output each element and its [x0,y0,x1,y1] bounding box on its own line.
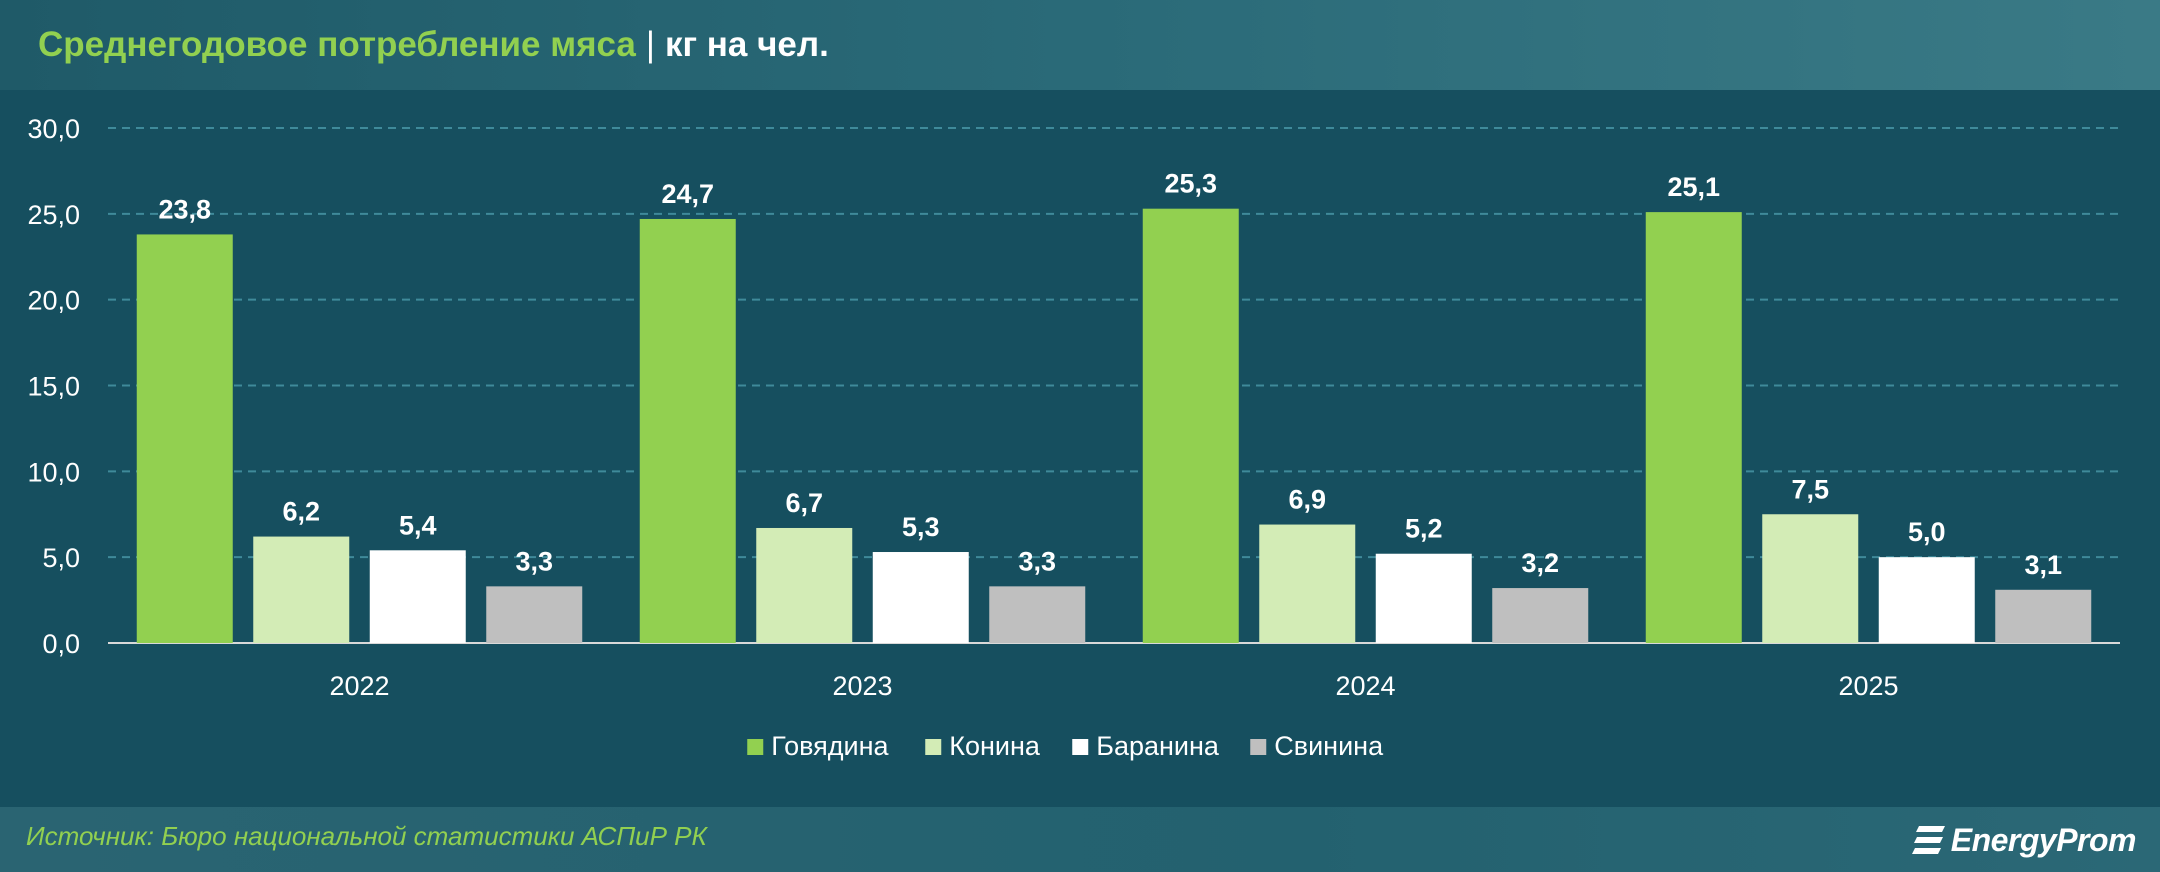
legend-label: Говядина [771,731,889,761]
data-label: 6,7 [785,488,823,518]
bar [1492,588,1589,643]
data-label: 3,2 [1521,548,1559,578]
data-label: 23,8 [158,194,211,224]
legend-swatch [747,739,764,755]
title-unit: кг на чел. [664,25,829,64]
data-label: 24,7 [661,179,714,209]
bar [1142,208,1239,643]
legend-swatch [925,739,942,755]
legend-swatch [1250,739,1267,755]
bar [989,586,1086,643]
y-tick-label: 30,0 [27,114,80,144]
data-label: 6,2 [282,497,320,527]
legend: Говядина Конина Баранина Свинина [747,731,1384,761]
data-label: 6,9 [1288,485,1326,515]
bar [369,550,466,643]
legend-label: Конина [949,731,1041,761]
chart-area: 0,0 5,0 10,0 15,0 20,0 25,0 30,0 23,8 6,2 5,4 3,3… [0,90,2160,807]
chart-header: Среднегодовое потребление мяса | кг на чел… [0,0,2160,90]
bar [1375,553,1472,643]
data-label: 5,4 [399,510,437,540]
x-tick-label: 2025 [1838,671,1898,701]
title-text: Среднегодовое потребление мяса [38,25,636,64]
y-tick-label: 5,0 [42,543,80,573]
data-label: 5,2 [1405,514,1443,544]
legend-item: Конина [925,731,1041,761]
y-axis-ticks: 0,0 5,0 10,0 15,0 20,0 25,0 30,0 [27,114,80,659]
y-tick-label: 10,0 [27,457,80,487]
bar [136,234,233,643]
bar [1762,514,1859,643]
data-label: 3,3 [515,546,553,576]
legend-label: Баранина [1096,731,1220,761]
bars [136,208,2092,643]
bar [486,586,583,643]
bar [1645,212,1742,643]
x-tick-label: 2022 [329,671,389,701]
energyprom-logo: EnergyProm [1911,817,2137,863]
y-tick-label: 20,0 [27,286,80,316]
bar [872,552,969,643]
legend-label: Свинина [1274,731,1384,761]
bar [756,527,853,643]
bar [1259,524,1356,643]
data-label: 25,1 [1667,172,1720,202]
data-label: 3,1 [2024,550,2062,580]
data-label: 5,3 [902,512,940,542]
data-labels: 23,8 6,2 5,4 3,3 24,7 6,7 5,3 3,3 25,3 6,9 5,2 3,2 2… [158,169,2062,580]
source-note: Источник: Бюро национальной статистики А… [26,821,707,851]
bar [639,218,736,643]
bar [253,536,350,643]
data-label: 25,3 [1164,169,1217,199]
legend-item: Свинина [1250,731,1384,761]
x-tick-label: 2024 [1335,671,1395,701]
bar-chart: 0,0 5,0 10,0 15,0 20,0 25,0 30,0 23,8 6,2 5,4 3,3… [27,114,2120,761]
legend-swatch [1072,739,1089,755]
logo-text: EnergyProm [1950,821,2137,858]
logo-icon [1911,826,1945,854]
y-tick-label: 25,0 [27,200,80,230]
chart-title: Среднегодовое потребление мяса | кг на чел… [38,22,829,68]
title-separator: | [645,25,655,64]
y-tick-label: 15,0 [27,372,80,402]
chart-footer: Источник: Бюро национальной статистики А… [0,807,2160,872]
bar [1995,589,2092,643]
data-label: 3,3 [1018,546,1056,576]
legend-item: Говядина [747,731,889,761]
data-label: 5,0 [1908,517,1946,547]
x-tick-label: 2023 [832,671,892,701]
bar [1878,557,1975,643]
data-label: 7,5 [1791,474,1829,504]
x-axis-ticks: 2022 2023 2024 2025 [329,671,1898,701]
y-tick-label: 0,0 [42,629,80,659]
legend-item: Баранина [1072,731,1220,761]
